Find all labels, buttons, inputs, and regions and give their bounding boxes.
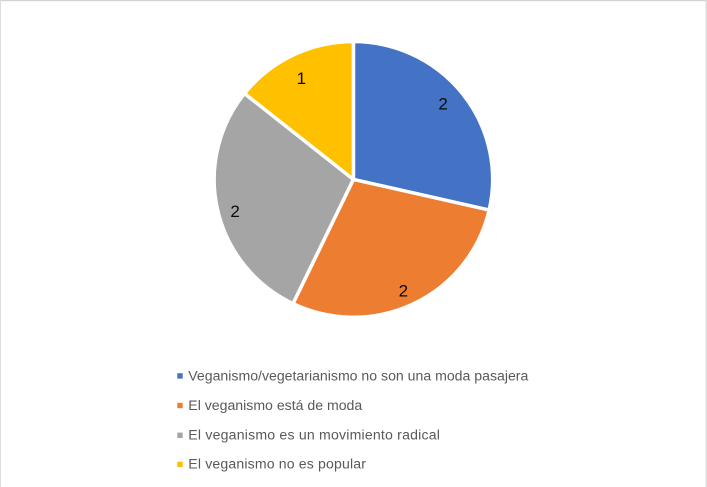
svg-text:2: 2 [438,94,447,113]
svg-text:El veganismo es un movimiento: El veganismo es un movimiento radical [188,427,440,443]
svg-text:2: 2 [399,282,408,301]
svg-text:Veganismo/vegetarianismo no so: Veganismo/vegetarianismo no son una moda… [188,368,528,384]
svg-text:2: 2 [230,202,239,221]
svg-text:El veganismo está de moda: El veganismo está de moda [188,397,362,413]
svg-text:1: 1 [297,69,306,88]
svg-text:El veganismo no es popular: El veganismo no es popular [188,455,366,471]
